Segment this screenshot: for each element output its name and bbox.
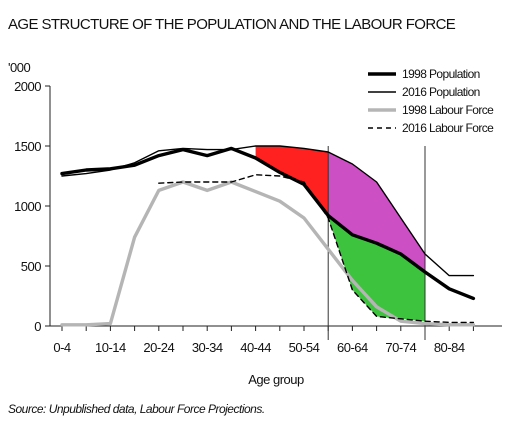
x-tick-label: 70-74: [385, 340, 416, 355]
series-line-2016-labour-force: [158, 174, 475, 324]
x-tick-label: 20-24: [143, 340, 174, 355]
source-note: Source: Unpublished data, Labour Force P…: [8, 402, 265, 416]
x-tick-label: 50-54: [289, 340, 320, 355]
chart-title: AGE STRUCTURE OF THE POPULATION AND THE …: [8, 16, 456, 33]
series-line-1998-population: [60, 146, 476, 301]
y-tick-label: 500: [21, 259, 41, 274]
x-tick-label: 40-44: [240, 340, 271, 355]
legend-label-2016-labour-force: 2016 Labour Force: [402, 121, 494, 135]
shaded-region-1: [255, 146, 329, 216]
x-tick-label: 10-14: [95, 340, 126, 355]
y-tick-label: 2000: [14, 79, 41, 94]
x-tick-label: 0-4: [53, 340, 71, 355]
x-axis-label: Age group: [248, 372, 304, 387]
series-line-2016-population: [61, 145, 475, 277]
legend-label-1998-labour-force: 1998 Labour Force: [402, 103, 494, 117]
x-tick-label: 80-84: [434, 340, 465, 355]
y-tick-label: 1500: [14, 139, 41, 154]
x-tick-label: 60-64: [337, 340, 368, 355]
shaded-region-3: [328, 215, 425, 322]
legend-label-1998-population: 1998 Population: [402, 67, 480, 81]
y-axis-unit: '000: [8, 60, 31, 75]
y-tick-label: 0: [34, 319, 41, 334]
series-line-1998-labour-force: [60, 180, 476, 327]
y-tick-label: 1000: [14, 199, 41, 214]
legend-label-2016-population: 2016 Population: [402, 85, 480, 99]
x-tick-label: 30-34: [192, 340, 223, 355]
shaded-region-2: [328, 152, 425, 272]
